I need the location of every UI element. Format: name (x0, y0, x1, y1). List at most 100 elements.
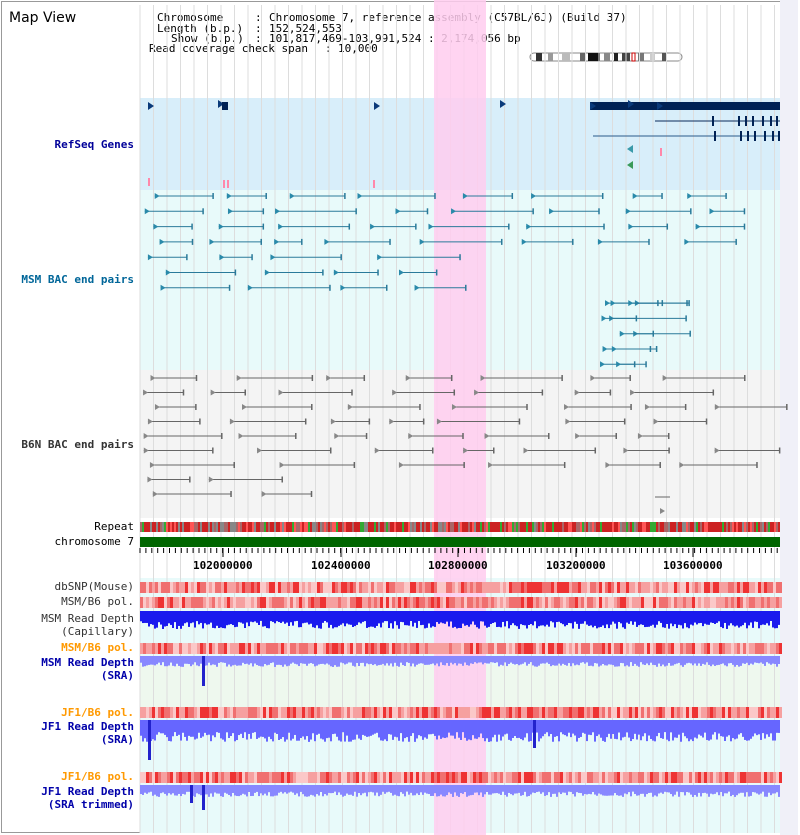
msm-b6-pol-sra-label[interactable]: MSM/B6 pol. (61, 641, 134, 654)
polymorphism-band (707, 643, 710, 654)
repeat-element (674, 522, 676, 532)
read-depth-bar (446, 611, 448, 622)
read-depth-bar (760, 656, 762, 663)
polymorphism-band (419, 707, 422, 718)
polymorphism-band (272, 597, 275, 608)
read-depth-bar (718, 656, 720, 665)
read-depth-bar (628, 785, 630, 793)
polymorphism-band (356, 707, 359, 718)
read-depth-bar (184, 720, 186, 737)
read-depth-bar (712, 611, 714, 624)
read-depth-bar (334, 611, 336, 628)
read-depth-bar (516, 720, 518, 739)
read-depth-bar (420, 656, 422, 664)
read-depth-bar (678, 611, 680, 625)
read-depth-bar (276, 785, 278, 796)
read-depth-bar (384, 611, 386, 622)
polymorphism-band (461, 707, 464, 718)
read-depth-bar (168, 720, 170, 741)
read-depth-bar (738, 656, 740, 667)
repeat-element (472, 522, 474, 532)
read-depth-bar (692, 785, 694, 797)
read-depth-bar (640, 720, 642, 741)
msm-b6-pol-label[interactable]: MSM/B6 pol. (61, 595, 134, 608)
read-depth-bar (158, 656, 160, 663)
polymorphism-band (758, 707, 761, 718)
read-depth-bar (648, 611, 650, 627)
read-depth-bar (478, 656, 480, 663)
refseq-genes-label[interactable]: RefSeq Genes (54, 138, 134, 151)
polymorphism-band (185, 643, 188, 654)
read-depth-bar (742, 720, 744, 737)
read-depth-bar (364, 720, 366, 736)
polymorphism-band (440, 772, 443, 783)
repeat-element (182, 522, 184, 532)
read-depth-bar (726, 656, 728, 667)
read-depth-bar (268, 656, 270, 665)
read-depth-bar (424, 720, 426, 738)
read-depth-bar (770, 656, 772, 665)
bac-end-arrow (159, 238, 165, 245)
read-depth-bar (508, 656, 510, 664)
refseq-mark (223, 180, 225, 188)
read-depth-bar (756, 720, 758, 736)
polymorphism-band (287, 582, 290, 593)
polymorphism-band (326, 707, 329, 718)
read-depth-bar (636, 611, 638, 627)
jf1-b6-pol-label[interactable]: JF1/B6 pol. (61, 706, 134, 719)
read-depth-bar (446, 656, 448, 664)
read-depth-bar (304, 611, 306, 623)
read-depth-bar (750, 656, 752, 664)
jf1-depth-trim-label[interactable]: JF1 Read Depth (41, 785, 134, 798)
bac-end-arrow (419, 238, 425, 245)
length-info-sep: : (255, 22, 262, 35)
read-depth-bar (256, 611, 258, 623)
jf1-b6-pol-trim-label[interactable]: JF1/B6 pol. (61, 770, 134, 783)
read-depth-bar (278, 656, 280, 665)
polymorphism-band (581, 643, 584, 654)
polymorphism-band (419, 772, 422, 783)
polymorphism-band (215, 597, 218, 608)
bac-end-arrow (238, 433, 244, 439)
chromosome-ideogram[interactable] (528, 51, 686, 63)
polymorphism-band (269, 707, 272, 718)
polymorphism-band (527, 582, 530, 593)
polymorphism-band (305, 582, 308, 593)
polymorphism-band (677, 582, 680, 593)
read-depth-bar (760, 785, 762, 794)
read-depth-bar (178, 611, 180, 626)
polymorphism-band (233, 582, 236, 593)
read-depth-bar (542, 720, 544, 737)
polymorphism-band (236, 597, 239, 608)
polymorphism-band (515, 643, 518, 654)
repeat-label[interactable]: Repeat (94, 520, 134, 533)
repeat-element (608, 522, 610, 532)
dbsnp-label[interactable]: dbSNP(Mouse) (54, 580, 134, 593)
read-depth-bar (308, 785, 310, 797)
read-depth-bar (506, 656, 508, 667)
polymorphism-band (488, 597, 491, 608)
read-depth-bar (382, 720, 384, 741)
polymorphism-band (629, 643, 632, 654)
msm-bac-label[interactable]: MSM BAC end pairs (21, 273, 134, 286)
polymorphism-band (302, 643, 305, 654)
read-depth-bar (700, 611, 702, 623)
read-depth-bar (292, 720, 294, 739)
repeat-element (392, 522, 394, 532)
chromosome-label[interactable]: chromosome 7 (54, 535, 134, 548)
msm-depth-sra-label[interactable]: MSM Read Depth (41, 656, 134, 669)
polymorphism-band (674, 597, 677, 608)
polymorphism-band (605, 582, 608, 593)
read-depth-bar (754, 785, 756, 793)
jf1-depth-sra-label[interactable]: JF1 Read Depth (41, 720, 134, 733)
repeat-element (308, 522, 310, 532)
read-depth-bar (206, 720, 208, 736)
read-depth-bar (734, 785, 736, 797)
read-depth-bar (674, 611, 676, 625)
b6n-bac-label[interactable]: B6N BAC end pairs (21, 438, 134, 451)
polymorphism-band (521, 707, 524, 718)
msm-depth-capillary-label[interactable]: MSM Read Depth (41, 612, 134, 625)
bac-end-arrow (623, 447, 629, 454)
polymorphism-band (590, 707, 593, 718)
